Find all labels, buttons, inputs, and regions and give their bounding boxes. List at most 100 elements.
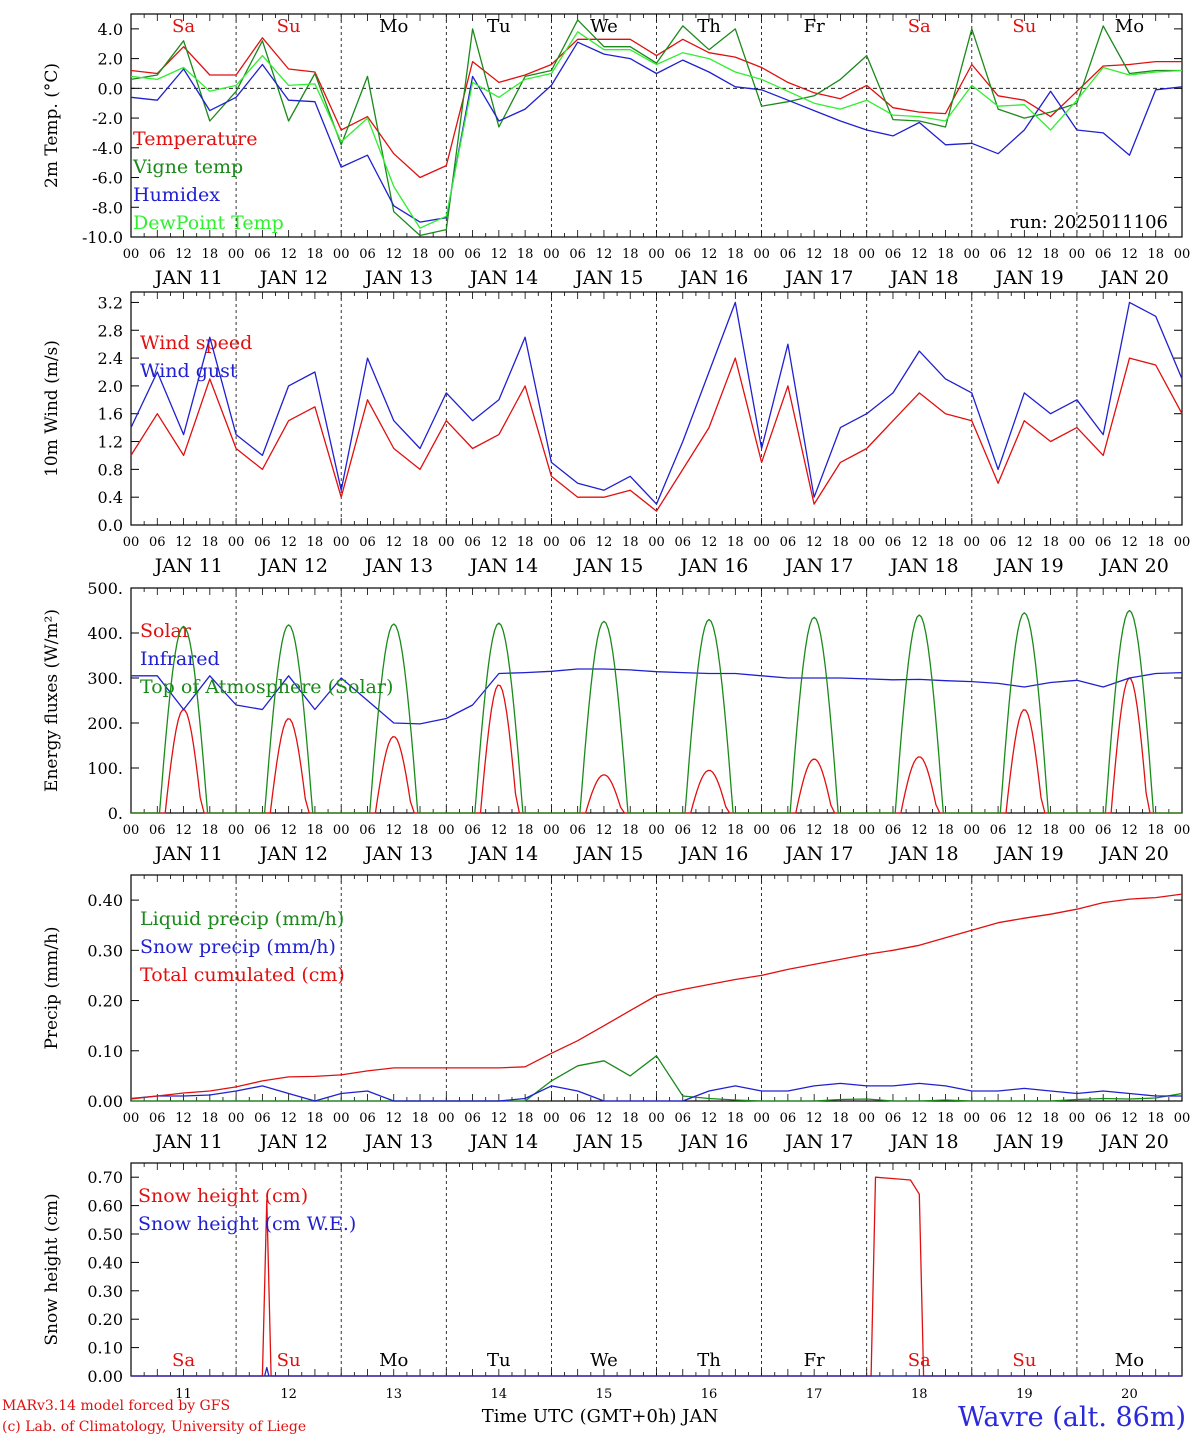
x-hour-label: 00 bbox=[964, 247, 981, 262]
weekday-label: Th bbox=[697, 16, 721, 37]
x-hour-label: 06 bbox=[254, 535, 271, 550]
x-hour-label: 18 bbox=[937, 823, 954, 838]
x-day-label: JAN 19 bbox=[994, 267, 1064, 289]
day-number-label: 13 bbox=[385, 1387, 402, 1402]
x-hour-label: 00 bbox=[648, 1111, 665, 1126]
y-axis-title: Snow height (cm) bbox=[42, 1193, 62, 1345]
y-tick-label: 0.40 bbox=[87, 1253, 123, 1272]
x-hour-label: 12 bbox=[911, 535, 928, 550]
x-hour-label: 18 bbox=[832, 823, 849, 838]
x-hour-label: 00 bbox=[543, 247, 560, 262]
y-tick-label: 2.0 bbox=[98, 50, 123, 69]
x-hour-label: 06 bbox=[885, 535, 902, 550]
x-hour-label: 00 bbox=[858, 1111, 875, 1126]
x-day-label: JAN 13 bbox=[363, 267, 433, 289]
x-hour-label: 00 bbox=[1174, 247, 1191, 262]
series-line-snow-height-cm- bbox=[131, 1176, 1182, 1377]
series-line-wind-gust bbox=[130, 301, 1183, 505]
y-tick-label: 300. bbox=[87, 669, 123, 688]
x-hour-label: 06 bbox=[780, 1111, 797, 1126]
x-hour-label: 18 bbox=[937, 535, 954, 550]
x-hour-label: 12 bbox=[596, 535, 613, 550]
x-hour-label: 18 bbox=[832, 535, 849, 550]
x-hour-label: 06 bbox=[569, 247, 586, 262]
x-hour-label: 06 bbox=[254, 1111, 271, 1126]
x-day-label: JAN 12 bbox=[258, 1131, 328, 1153]
x-hour-label: 06 bbox=[464, 823, 481, 838]
x-day-label: JAN 17 bbox=[783, 267, 853, 289]
x-hour-label: 06 bbox=[885, 247, 902, 262]
x-day-label: JAN 20 bbox=[1099, 555, 1169, 577]
y-axis-title: Precip (mm/h) bbox=[42, 926, 62, 1049]
x-day-label: JAN 11 bbox=[153, 1131, 223, 1153]
legend-label: Infrared bbox=[140, 648, 220, 670]
x-hour-label: 06 bbox=[254, 247, 271, 262]
x-hour-label: 12 bbox=[385, 535, 402, 550]
x-hour-label: 00 bbox=[438, 535, 455, 550]
legend-label: DewPoint Temp bbox=[133, 212, 284, 234]
x-hour-label: 06 bbox=[1095, 823, 1112, 838]
x-hour-label: 06 bbox=[254, 823, 271, 838]
x-hour-label: 18 bbox=[517, 247, 534, 262]
weekday-label: Sa bbox=[908, 1350, 931, 1371]
y-axis-title: Energy fluxes (W/m²) bbox=[42, 609, 62, 792]
x-day-label: JAN 15 bbox=[573, 555, 643, 577]
x-day-label: JAN 14 bbox=[468, 267, 538, 289]
x-hour-label: 18 bbox=[727, 1111, 744, 1126]
x-hour-label: 18 bbox=[1042, 535, 1059, 550]
x-day-label: JAN 17 bbox=[783, 555, 853, 577]
y-tick-label: 2.4 bbox=[98, 349, 123, 368]
x-hour-label: 18 bbox=[622, 823, 639, 838]
x-hour-label: 00 bbox=[1069, 247, 1086, 262]
x-day-label: JAN 20 bbox=[1099, 1131, 1169, 1153]
x-hour-label: 06 bbox=[359, 1111, 376, 1126]
x-axis-title: Time UTC (GMT+0h) JAN bbox=[481, 1406, 719, 1427]
x-hour-label: 06 bbox=[780, 823, 797, 838]
y-tick-label: 0.10 bbox=[87, 1339, 123, 1358]
x-day-label: JAN 14 bbox=[468, 555, 538, 577]
x-hour-label: 00 bbox=[858, 247, 875, 262]
weekday-label: Mo bbox=[1115, 16, 1144, 37]
x-hour-label: 12 bbox=[701, 823, 718, 838]
x-hour-label: 00 bbox=[438, 823, 455, 838]
x-hour-label: 18 bbox=[412, 1111, 429, 1126]
x-hour-label: 12 bbox=[596, 1111, 613, 1126]
y-tick-label: 0. bbox=[108, 804, 123, 823]
x-day-label: JAN 11 bbox=[153, 267, 223, 289]
x-hour-label: 12 bbox=[701, 1111, 718, 1126]
x-day-label: JAN 19 bbox=[994, 555, 1064, 577]
x-hour-label: 18 bbox=[1147, 1111, 1164, 1126]
x-hour-label: 18 bbox=[202, 247, 219, 262]
legend-label: Snow height (cm) bbox=[138, 1185, 308, 1207]
x-hour-label: 18 bbox=[622, 247, 639, 262]
x-hour-label: 12 bbox=[385, 823, 402, 838]
x-hour-label: 18 bbox=[832, 1111, 849, 1126]
y-tick-label: 100. bbox=[87, 759, 123, 778]
x-hour-label: 00 bbox=[228, 1111, 245, 1126]
x-hour-label: 06 bbox=[149, 823, 166, 838]
y-tick-label: 0.60 bbox=[87, 1197, 123, 1216]
x-hour-label: 00 bbox=[753, 823, 770, 838]
x-hour-label: 00 bbox=[123, 1111, 140, 1126]
x-hour-label: 18 bbox=[937, 247, 954, 262]
x-hour-label: 12 bbox=[806, 1111, 823, 1126]
x-hour-label: 00 bbox=[648, 535, 665, 550]
x-day-label: JAN 18 bbox=[888, 1131, 958, 1153]
x-hour-label: 06 bbox=[569, 823, 586, 838]
x-hour-label: 00 bbox=[858, 823, 875, 838]
x-day-label: JAN 17 bbox=[783, 1131, 853, 1153]
x-hour-label: 12 bbox=[806, 247, 823, 262]
x-hour-label: 18 bbox=[1147, 823, 1164, 838]
x-hour-label: 00 bbox=[753, 535, 770, 550]
y-tick-label: -6.0 bbox=[92, 169, 123, 188]
x-hour-label: 12 bbox=[491, 1111, 508, 1126]
x-day-label: JAN 18 bbox=[888, 843, 958, 865]
weekday-label: Su bbox=[277, 1350, 301, 1371]
day-number-label: 15 bbox=[596, 1387, 613, 1402]
legend-label: Snow precip (mm/h) bbox=[140, 936, 336, 958]
weekday-label: Mo bbox=[1115, 1350, 1144, 1371]
x-hour-label: 06 bbox=[885, 823, 902, 838]
y-axis-title: 10m Wind (m/s) bbox=[42, 340, 62, 477]
x-hour-label: 18 bbox=[727, 247, 744, 262]
